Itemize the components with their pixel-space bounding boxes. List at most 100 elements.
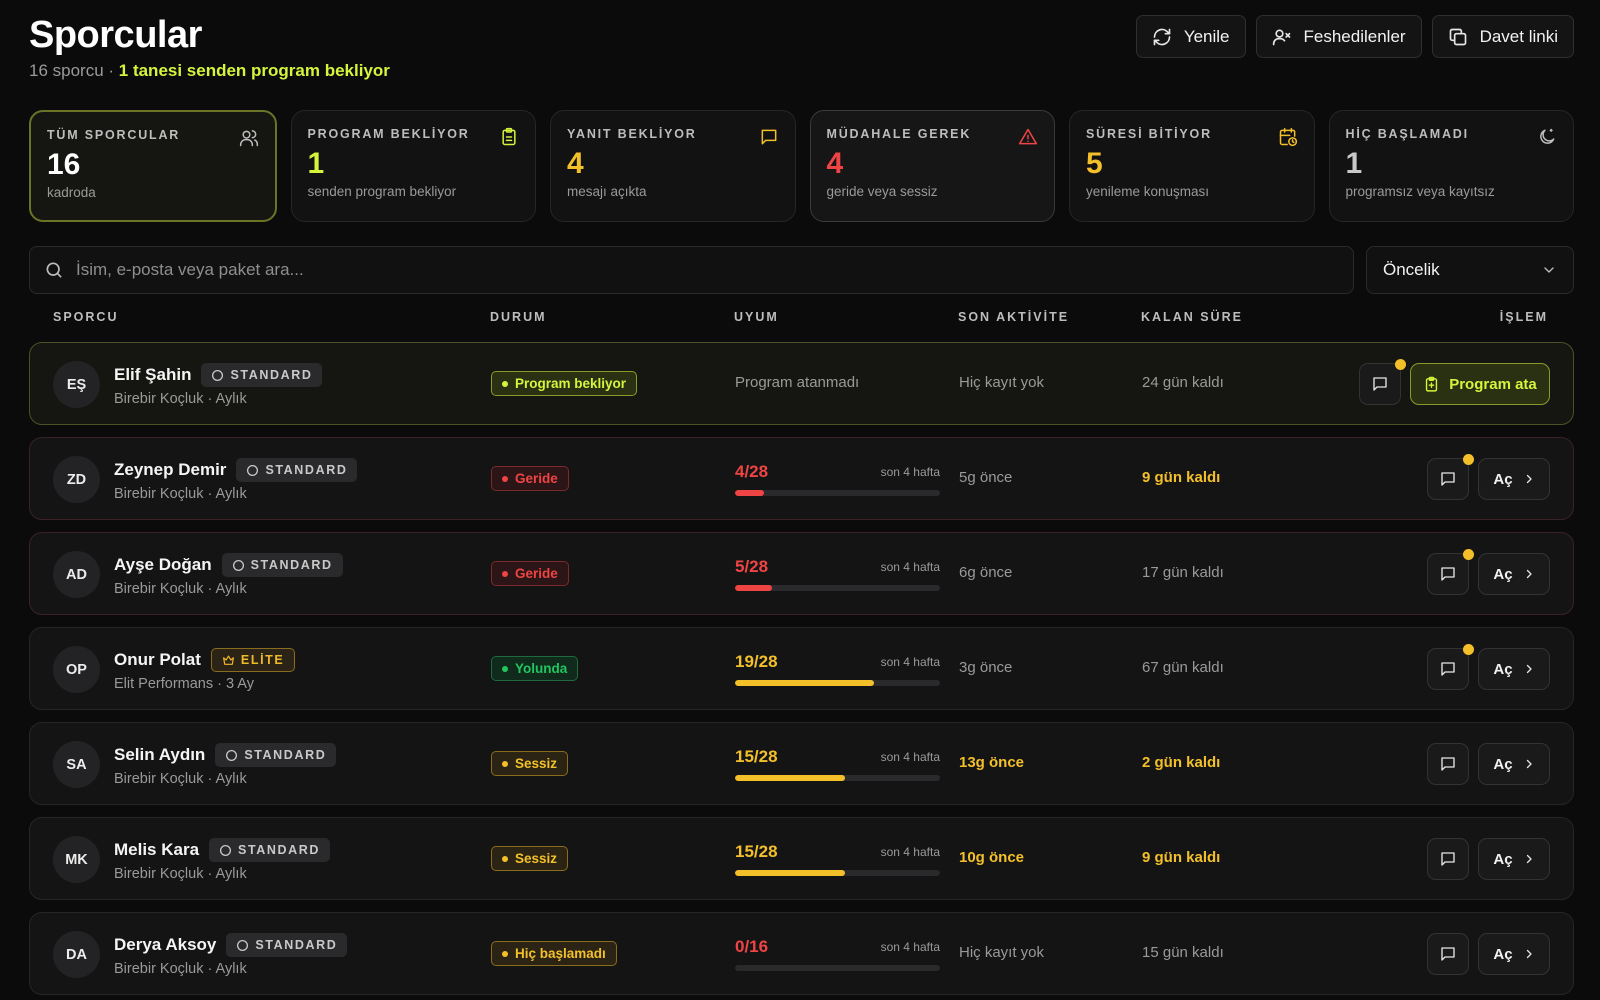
message-button[interactable] <box>1427 454 1474 500</box>
tier-badge: ELİTE <box>210 648 296 672</box>
alert-triangle-icon <box>1018 128 1038 145</box>
clipboard-icon <box>502 127 516 146</box>
table-row[interactable]: MK Melis Kara STANDARD Birebir Koçluk · Ayl… <box>29 817 1574 900</box>
open-athlete-button[interactable]: Aç <box>1478 838 1550 880</box>
athlete-plan: Birebir Koçluk · Aylık <box>114 581 247 597</box>
open-athlete-button[interactable]: Aç <box>1478 743 1550 785</box>
last-activity: 3g önce <box>959 659 1013 676</box>
search-icon <box>46 262 62 278</box>
chevron-right-icon <box>1526 664 1532 674</box>
message-button[interactable] <box>1427 743 1469 785</box>
cancelled-label: Feshedilenler <box>1303 26 1406 46</box>
athlete-name[interactable]: Zeynep Demir <box>114 460 227 479</box>
message-button[interactable] <box>1427 644 1474 690</box>
status-dot <box>502 855 508 862</box>
users-icon <box>239 130 258 147</box>
table-row[interactable]: EŞ Elif Şahin STANDARD Birebir Koçluk · Ayl… <box>29 342 1574 425</box>
stat-card-all[interactable]: TÜM SPORCULAR 16 kadroda <box>29 110 277 222</box>
tier-badge: STANDARD <box>226 933 348 957</box>
column-last-activity: SON AKTİVİTE <box>958 310 1070 324</box>
stat-card-expiring[interactable]: SÜRESİ BİTİYOR 5 yenileme konuşması <box>1069 110 1315 222</box>
avatar: AD <box>53 551 100 598</box>
cancelled-button[interactable]: Feshedilenler <box>1255 15 1422 58</box>
open-label: Aç <box>1493 945 1513 963</box>
adherence-period: son 4 hafta <box>880 655 940 669</box>
athlete-info: Zeynep Demir STANDARD Birebir Koçluk · Ayl… <box>114 458 358 502</box>
athlete-plan: Elit Performans · 3 Ay <box>114 676 254 692</box>
stat-desc: senden program bekliyor <box>307 184 457 199</box>
assign-program-button[interactable]: Program ata <box>1410 363 1550 405</box>
stat-desc: programsız veya kayıtsız <box>1345 184 1495 199</box>
message-button[interactable] <box>1427 933 1469 975</box>
stat-card-never-started[interactable]: HİÇ BAŞLAMADI 1 programsız veya kayıtsız <box>1328 110 1574 222</box>
adherence-value: 15/28 <box>735 747 778 766</box>
column-adherence: UYUM <box>734 310 779 324</box>
open-athlete-button[interactable]: Aç <box>1478 458 1550 500</box>
search-input[interactable] <box>76 260 1353 280</box>
invite-link-button[interactable]: Davet linki <box>1431 15 1574 58</box>
athlete-name[interactable]: Onur Polat <box>114 650 201 669</box>
stat-card-intervention[interactable]: MÜDAHALE GEREK 4 geride veya sessiz <box>809 110 1055 222</box>
status-badge: Hiç başlamadı <box>491 941 617 966</box>
crown-icon <box>222 655 234 665</box>
status-dot <box>502 950 508 957</box>
table-row[interactable]: DA Derya Aksoy STANDARD Birebir Koçluk · Ay… <box>29 912 1574 995</box>
stat-label: SÜRESİ BİTİYOR <box>1086 127 1212 141</box>
table-row[interactable]: ZD Zeynep Demir STANDARD Birebir Koçluk · A… <box>29 437 1574 520</box>
remaining-time: 2 gün kaldı <box>1142 754 1221 771</box>
chevron-right-icon <box>1526 949 1532 959</box>
stat-value: 1 <box>1345 147 1363 180</box>
athlete-name[interactable]: Melis Kara <box>114 840 200 859</box>
tier-badge: STANDARD <box>215 743 337 767</box>
last-activity: 10g önce <box>959 849 1025 866</box>
athlete-name[interactable]: Selin Aydın <box>114 745 206 764</box>
chevron-right-icon <box>1526 474 1532 484</box>
search-box <box>29 246 1354 294</box>
message-button[interactable] <box>1427 838 1469 880</box>
athlete-info: Onur Polat ELİTE Elit Performans · 3 Ay <box>114 648 296 692</box>
sort-selected-value: Öncelik <box>1383 260 1440 279</box>
athlete-name[interactable]: Derya Aksoy <box>114 935 217 954</box>
status-badge: Program bekliyor <box>491 371 638 396</box>
athlete-count: 16 sporcu · <box>29 61 119 80</box>
tier-label: STANDARD <box>265 463 348 477</box>
status-dot <box>502 380 508 387</box>
tier-label: STANDARD <box>238 843 321 857</box>
invite-label: Davet linki <box>1479 26 1558 46</box>
chevron-right-icon <box>1526 759 1532 769</box>
table-row[interactable]: AD Ayşe Doğan STANDARD Birebir Koçluk · Ayl… <box>29 532 1574 615</box>
refresh-button[interactable]: Yenile <box>1135 15 1246 58</box>
stat-value: 4 <box>826 147 844 180</box>
table-header: SPORCU DURUM UYUM SON AKTİVİTE KALAN SÜR… <box>0 310 1600 326</box>
athlete-name[interactable]: Ayşe Doğan <box>114 555 212 574</box>
table-row[interactable]: OP Onur Polat ELİTE Elit Performans · 3 Ay Y… <box>29 627 1574 710</box>
calendar-clock-icon <box>1279 127 1297 147</box>
stat-cards: TÜM SPORCULAR 16 kadroda PROGRAM BEKLİYO… <box>29 110 1574 222</box>
status-dot <box>502 570 508 577</box>
open-athlete-button[interactable]: Aç <box>1478 648 1550 690</box>
adherence-period: son 4 hafta <box>880 845 940 859</box>
table-row[interactable]: SA Selin Aydın STANDARD Birebir Koçluk · Ay… <box>29 722 1574 805</box>
athlete-plan: Birebir Koçluk · Aylık <box>114 866 247 882</box>
stat-card-reply-pending[interactable]: YANIT BEKLİYOR 4 mesajı açıkta <box>550 110 796 222</box>
message-button[interactable] <box>1359 359 1406 405</box>
circle-icon <box>237 939 249 951</box>
status-label: Program bekliyor <box>515 376 627 391</box>
athlete-name[interactable]: Elif Şahin <box>114 365 192 384</box>
adherence-bar <box>735 965 940 971</box>
moon-icon <box>1540 128 1555 144</box>
status-label: Yolunda <box>515 661 568 676</box>
chevron-right-icon <box>1526 569 1532 579</box>
message-button[interactable] <box>1427 549 1474 595</box>
stat-label: HİÇ BAŞLAMADI <box>1345 127 1469 141</box>
adherence-cell: 0/16 son 4 hafta <box>735 937 940 971</box>
last-activity: 13g önce <box>959 754 1025 771</box>
status-label: Hiç başlamadı <box>515 946 606 961</box>
stat-value: 16 <box>47 148 81 181</box>
stat-desc: kadroda <box>47 185 96 200</box>
sort-select[interactable]: Öncelik <box>1366 246 1574 294</box>
stat-desc: yenileme konuşması <box>1086 184 1210 199</box>
open-athlete-button[interactable]: Aç <box>1478 553 1550 595</box>
open-athlete-button[interactable]: Aç <box>1478 933 1550 975</box>
stat-card-program-pending[interactable]: PROGRAM BEKLİYOR 1 senden program bekliy… <box>290 110 536 222</box>
